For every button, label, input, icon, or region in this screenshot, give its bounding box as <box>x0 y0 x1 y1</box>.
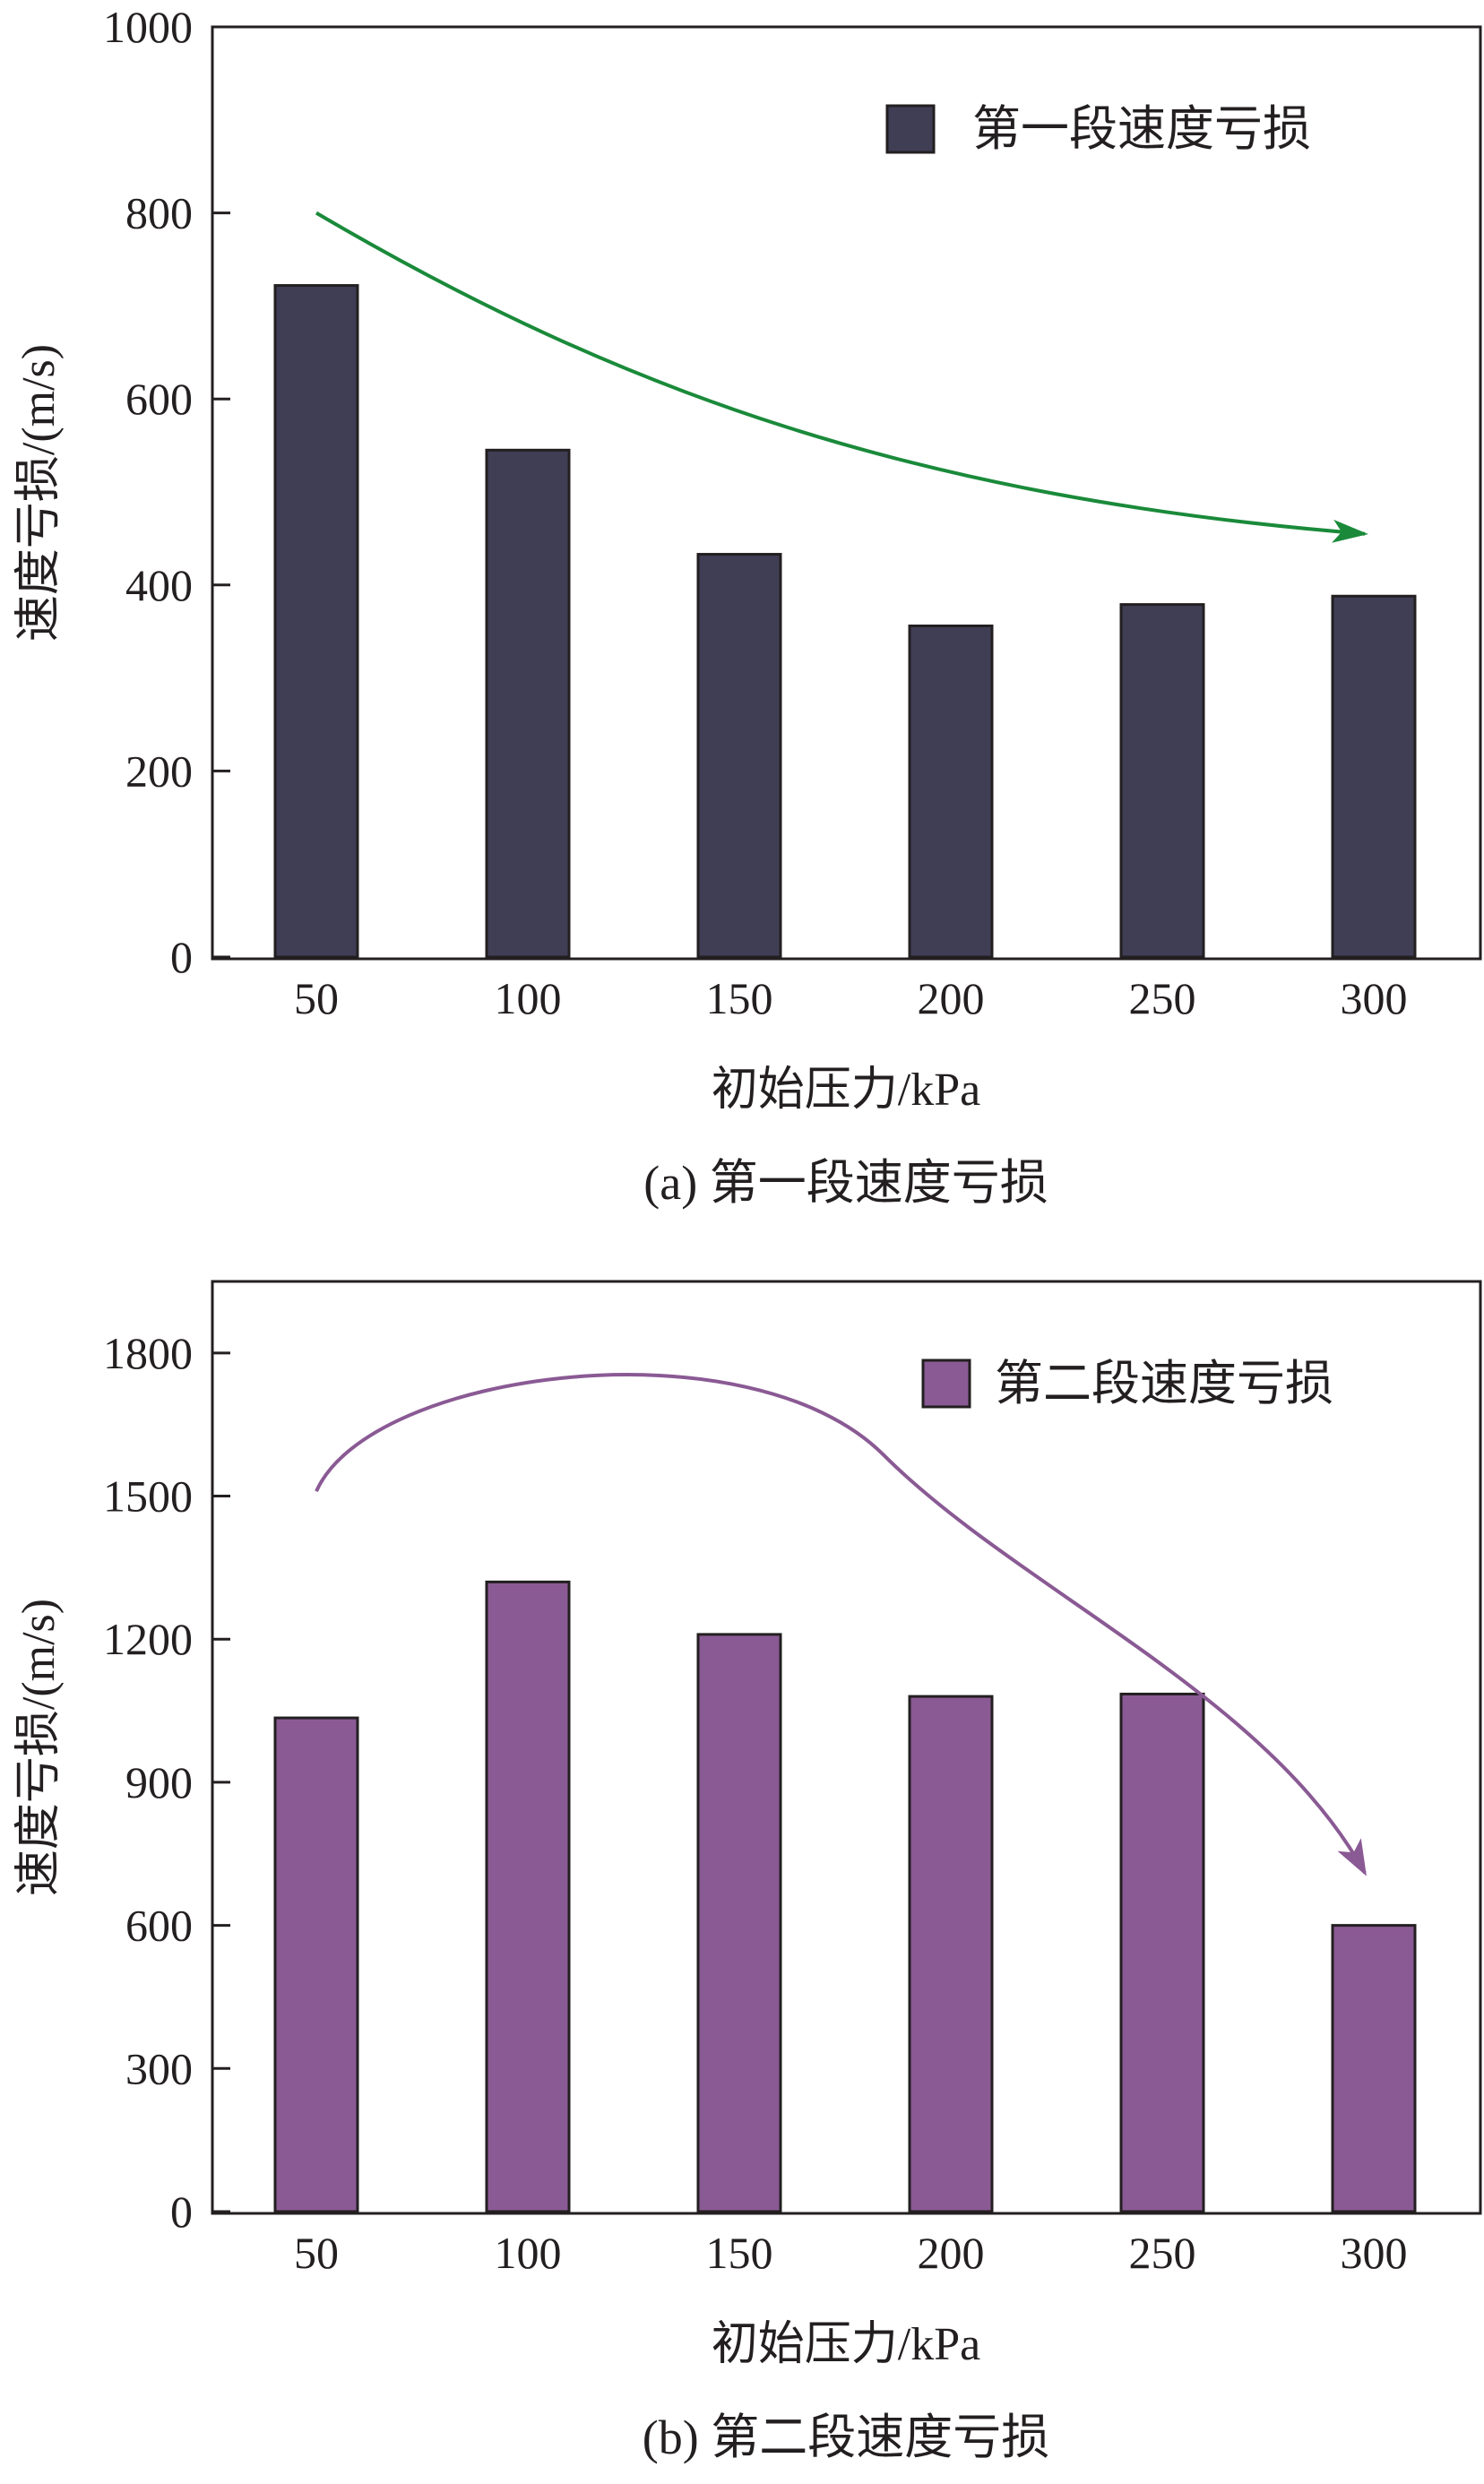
bar <box>908 624 994 959</box>
legend-label: 第二段速度亏损 <box>995 1357 1333 1410</box>
legend: 第二段速度亏损 <box>921 1357 1333 1410</box>
legend-label: 第一段速度亏损 <box>972 102 1311 156</box>
x-tick-label: 50 <box>294 973 339 1023</box>
x-axis: 50 100 150 200 250 300 <box>294 2228 1408 2278</box>
y-tick-label: 300 <box>125 2043 193 2093</box>
x-tick-label: 250 <box>1129 973 1196 1023</box>
y-tick-label: 1000 <box>103 2 193 52</box>
x-tick-label: 300 <box>1341 973 1408 1023</box>
chart-b: 0 300 600 900 1200 1500 1800 50 100 150 200 250 300… <box>13 1280 1482 2464</box>
y-tick-label: 0 <box>170 932 193 982</box>
y-axis: 0 200 400 600 800 1000 <box>103 2 230 982</box>
x-tick-label: 200 <box>918 2228 985 2278</box>
bar <box>908 1695 994 2213</box>
y-tick-label: 900 <box>125 1757 193 1807</box>
bar <box>696 553 782 959</box>
caption: (b) 第二段速度亏损 <box>643 2411 1049 2464</box>
y-tick-label: 400 <box>125 560 193 610</box>
x-axis-title: 初始压力/kPa <box>712 2319 980 2370</box>
y-tick-label: 1800 <box>103 1328 193 1378</box>
y-tick-label: 1500 <box>103 1471 193 1522</box>
legend-swatch <box>885 104 936 154</box>
trend-arrow <box>315 1373 1367 1876</box>
trend-arrow <box>315 211 1368 543</box>
y-axis-title: 速度亏损/(m/s) <box>13 1599 65 1896</box>
bar <box>273 1716 359 2213</box>
x-tick-label: 200 <box>918 973 985 1023</box>
x-tick-label: 100 <box>495 973 562 1023</box>
y-axis-title: 速度亏损/(m/s) <box>13 344 65 642</box>
x-axis-title: 初始压力/kPa <box>712 1065 980 1116</box>
bar <box>485 448 571 959</box>
y-tick-label: 600 <box>125 1901 193 1951</box>
y-tick-label: 200 <box>125 746 193 796</box>
x-axis: 50 100 150 200 250 300 <box>294 973 1408 1023</box>
legend-swatch <box>921 1358 971 1409</box>
chart-a: 0 200 400 600 800 1000 50 100 150 200 250 300 第一段速… <box>13 2 1482 1210</box>
plot-frame <box>211 25 1482 961</box>
bar <box>485 1580 571 2213</box>
x-tick-label: 150 <box>706 973 773 1023</box>
legend: 第一段速度亏损 <box>885 102 1311 156</box>
x-tick-label: 50 <box>294 2228 339 2278</box>
x-tick-label: 300 <box>1341 2228 1408 2278</box>
bars <box>273 284 1417 959</box>
x-tick-label: 150 <box>706 2228 773 2278</box>
plot-frame <box>211 1280 1482 2215</box>
bar <box>1331 1924 1417 2213</box>
y-tick-label: 600 <box>125 374 193 424</box>
bar <box>696 1633 782 2213</box>
bar <box>1331 594 1417 959</box>
y-tick-label: 0 <box>170 2186 193 2237</box>
bar <box>1119 603 1205 959</box>
y-axis: 0 300 600 900 1200 1500 1800 <box>103 1328 230 2237</box>
y-tick-label: 800 <box>125 188 193 238</box>
x-tick-label: 100 <box>495 2228 562 2278</box>
bar <box>273 284 359 959</box>
y-tick-label: 1200 <box>103 1614 193 1664</box>
bars <box>273 1580 1417 2213</box>
bar <box>1119 1692 1205 2213</box>
caption: (a) 第一段速度亏损 <box>643 1156 1048 1210</box>
x-tick-label: 250 <box>1129 2228 1196 2278</box>
